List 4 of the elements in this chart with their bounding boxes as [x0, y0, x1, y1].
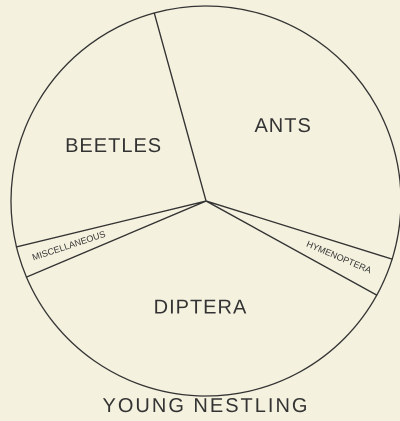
- text: YOUNG NESTLING: [102, 395, 310, 417]
- slice-label: BEETLES: [65, 134, 162, 157]
- slice-label: DIPTERA: [154, 296, 248, 318]
- slice-label: ANTS: [254, 114, 312, 137]
